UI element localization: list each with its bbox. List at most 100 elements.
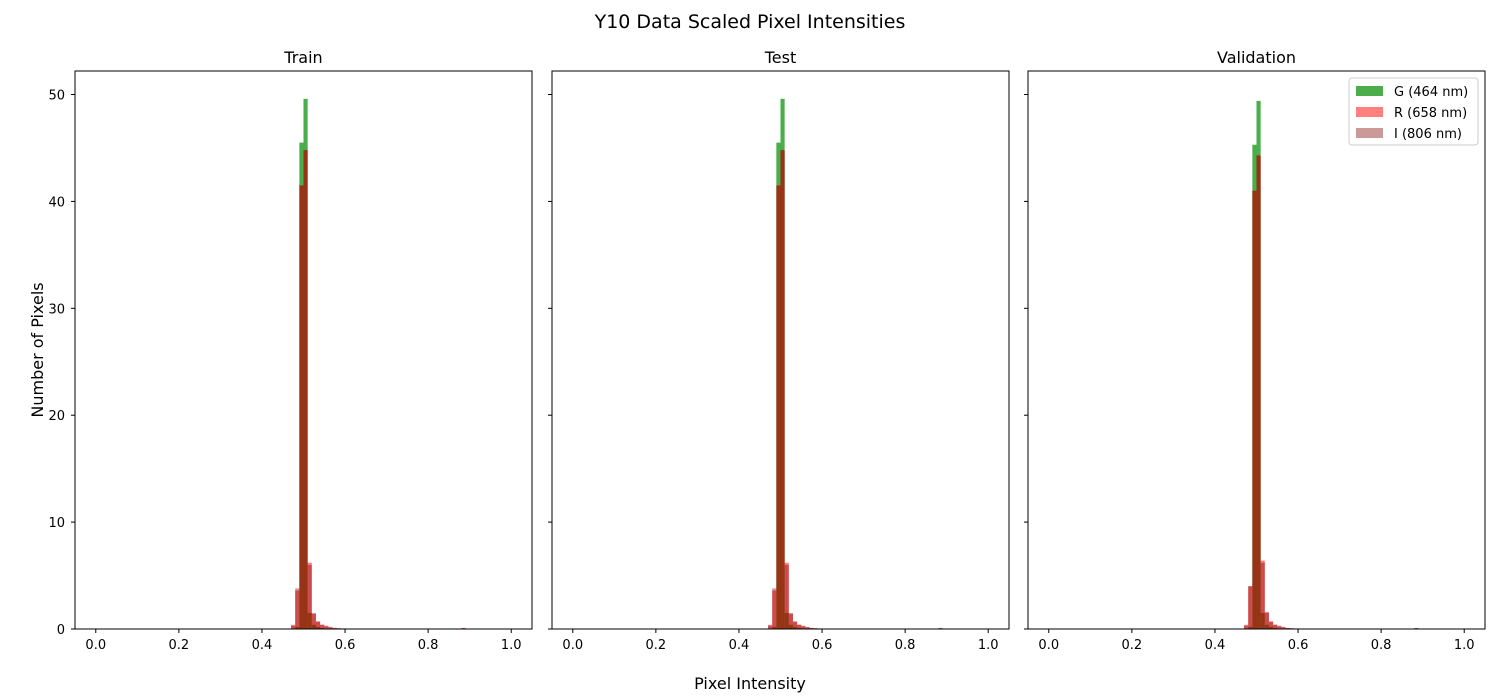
histogram-bar xyxy=(1252,190,1257,630)
histogram-bar xyxy=(307,564,312,629)
histogram-bar xyxy=(1260,562,1265,629)
axes-frame xyxy=(74,70,533,630)
histogram-bar xyxy=(768,625,773,629)
x-tick-label: 0.8 xyxy=(1371,638,1392,653)
histogram-bar xyxy=(315,621,321,629)
y-tick-label: 20 xyxy=(48,409,65,424)
x-tick-label: 0.4 xyxy=(729,638,750,653)
series-r xyxy=(1244,155,1419,630)
histogram-bar xyxy=(809,627,814,629)
histogram-bar xyxy=(332,627,337,629)
histogram-bar xyxy=(1285,627,1290,629)
histogram-bar xyxy=(295,588,300,629)
histogram-bar xyxy=(311,614,316,629)
histogram-bar xyxy=(1256,155,1261,629)
histogram-bar xyxy=(320,624,325,629)
histogram-bar xyxy=(1256,155,1261,629)
legend-swatch xyxy=(1356,107,1383,117)
histogram-bar xyxy=(792,621,798,629)
histogram-bar xyxy=(311,612,316,629)
series-i xyxy=(291,150,466,629)
panel-validation: Validation 0.0 0.2 0.4 0.6 0.8 1.0 xyxy=(1024,48,1486,653)
x-tick-label: 0.0 xyxy=(85,638,106,653)
x-tick-label: 0.8 xyxy=(418,638,439,653)
x-tick-label: 0.0 xyxy=(1038,638,1059,653)
histogram-bar xyxy=(324,625,329,629)
histogram-bar xyxy=(784,562,789,629)
x-tick-label: 1.0 xyxy=(978,638,999,653)
histogram-bar xyxy=(1260,560,1265,629)
histogram-bar xyxy=(772,590,777,629)
histogram-bar xyxy=(1268,621,1274,629)
series-i xyxy=(1244,155,1419,630)
legend-label: G (464 nm) xyxy=(1394,85,1468,100)
panel-train: Train 0.0 0.2 0.4 0.6 0.8 1.0 0 10 20 30 40 50 xyxy=(48,48,533,653)
histogram-bar xyxy=(805,627,810,629)
series-r xyxy=(291,150,466,629)
histogram-bar xyxy=(328,627,333,629)
series-i xyxy=(768,150,943,629)
histogram-bar xyxy=(303,150,308,629)
x-tick-label: 0.2 xyxy=(646,638,667,653)
y-tick-label: 40 xyxy=(48,195,65,210)
panel-test: Test 0.0 0.2 0.4 0.6 0.8 1.0 xyxy=(548,48,1010,653)
histogram-bar xyxy=(291,625,296,629)
histogram-bar xyxy=(315,621,321,629)
x-tick-label: 0.6 xyxy=(1288,638,1309,653)
histogram-bar xyxy=(780,150,785,629)
histogram-bar xyxy=(303,150,308,629)
histogram-bar xyxy=(320,624,325,629)
legend-label: I (806 nm) xyxy=(1394,127,1462,142)
histogram-bar xyxy=(1244,624,1249,629)
histogram-bar xyxy=(805,626,810,629)
histogram-bar xyxy=(1252,190,1257,630)
histogram-bar xyxy=(332,627,337,629)
histogram-bar xyxy=(801,626,806,629)
x-tick-label: 1.0 xyxy=(501,638,522,653)
legend: G (464 nm) R (658 nm) I (806 nm) xyxy=(1348,77,1479,146)
histogram-bar xyxy=(324,626,329,629)
panel-title-train: Train xyxy=(283,48,322,67)
histogram-bar xyxy=(299,185,304,629)
legend-swatch xyxy=(1356,128,1383,138)
histogram-bar xyxy=(938,627,943,629)
histogram-bar xyxy=(1264,612,1269,629)
histogram-bar xyxy=(1281,627,1286,629)
histogram-bar xyxy=(1281,626,1286,629)
legend-swatch xyxy=(1356,86,1383,96)
x-tick-label: 0.2 xyxy=(169,638,190,653)
legend-label: R (658 nm) xyxy=(1394,106,1467,121)
histogram-bar xyxy=(768,624,773,629)
x-tick-label: 0.6 xyxy=(335,638,356,653)
x-tick-label: 0.4 xyxy=(252,638,273,653)
x-tick-label: 0.0 xyxy=(562,638,583,653)
histogram-bar xyxy=(801,625,806,629)
histogram-bar xyxy=(1273,624,1278,629)
histogram-bar xyxy=(784,564,789,629)
histogram-bar xyxy=(299,185,304,629)
axes-frame xyxy=(551,70,1010,630)
histogram-bar xyxy=(1264,611,1269,629)
histogram-bar xyxy=(295,590,300,629)
histogram-bar xyxy=(772,588,777,629)
histogram-bar xyxy=(788,614,793,629)
panel-title-test: Test xyxy=(764,48,797,67)
histogram-bar xyxy=(1244,625,1249,629)
histogram-bar xyxy=(1414,627,1419,629)
figure-ylabel: Number of Pixels xyxy=(28,282,47,417)
x-tick-label: 0.2 xyxy=(1122,638,1143,653)
histogram-bar xyxy=(307,562,312,629)
panels-group: Train 0.0 0.2 0.4 0.6 0.8 1.0 0 10 20 30 40 50 Test 0.… xyxy=(48,48,1486,653)
x-tick-label: 0.6 xyxy=(812,638,833,653)
histogram-bar xyxy=(1285,627,1290,629)
histogram-bar xyxy=(1277,625,1282,629)
histogram-bar xyxy=(1277,626,1282,629)
histogram-bar xyxy=(1268,621,1274,629)
panel-title-validation: Validation xyxy=(1217,48,1296,67)
x-tick-label: 1.0 xyxy=(1454,638,1475,653)
histogram-bar xyxy=(809,627,814,629)
y-tick-label: 50 xyxy=(48,89,65,104)
figure-xlabel: Pixel Intensity xyxy=(694,674,806,693)
histogram-bar xyxy=(1248,586,1253,629)
